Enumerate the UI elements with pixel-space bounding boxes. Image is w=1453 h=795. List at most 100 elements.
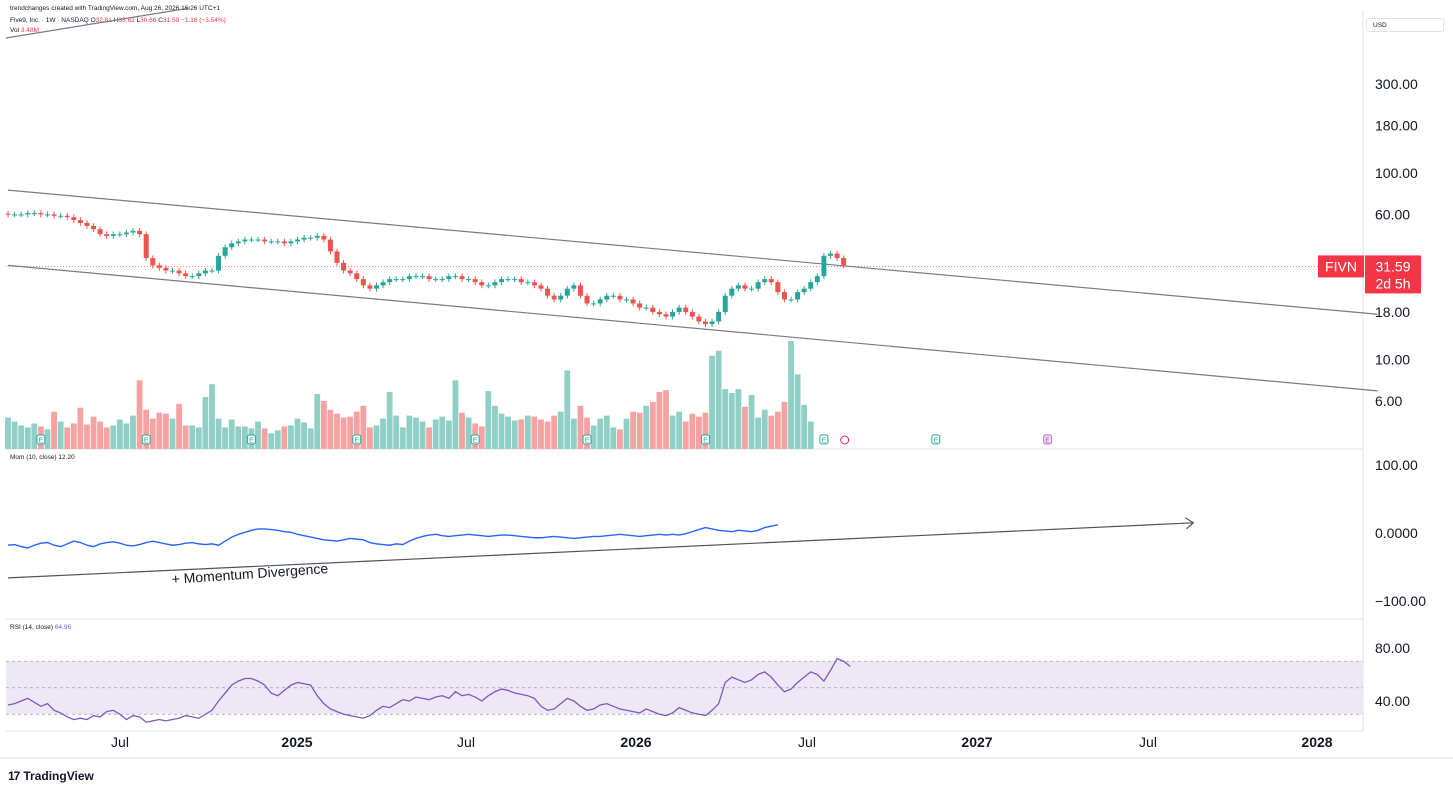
volume-bar [176, 403, 182, 449]
candle-body [275, 241, 281, 243]
price-axis-label: 300.00 [1375, 76, 1418, 92]
tradingview-mark-icon: 17 [8, 769, 20, 783]
earnings-marker-icon [246, 434, 256, 445]
volume-bar [649, 401, 656, 449]
volume-bar [281, 426, 288, 449]
volume-bar [340, 417, 347, 449]
candle-body [617, 295, 623, 300]
candle-body [400, 279, 406, 281]
earnings-marker-icon [931, 434, 941, 445]
candle-body [216, 255, 222, 271]
candle-body [676, 307, 682, 312]
candle-body [262, 239, 268, 242]
candle-body [77, 220, 83, 223]
candle-body [492, 282, 498, 286]
price-tag-value-bg [1365, 255, 1421, 294]
earnings-marker-icon [582, 434, 592, 445]
volume-bar [31, 423, 38, 449]
candle-body [512, 279, 518, 281]
candle-body [656, 311, 662, 315]
drawing-line [5, 7, 191, 39]
candle-body [702, 321, 708, 325]
candle-body [558, 295, 564, 300]
volume-bar [103, 427, 110, 449]
candle-body [571, 285, 577, 289]
volume-bar [794, 374, 801, 449]
volume-bar [498, 413, 505, 449]
candle-body [117, 234, 123, 236]
candle-body [176, 270, 182, 274]
time-axis-label: 2028 [1301, 734, 1332, 750]
volume-value: 3.48M [20, 27, 39, 34]
candle-body [545, 288, 551, 296]
currency-selector[interactable]: USD [1366, 18, 1444, 32]
volume-bar [274, 430, 281, 449]
dividend-split-icon [840, 435, 850, 445]
candle-body [242, 239, 248, 242]
volume-bar [722, 389, 729, 449]
volume-bar [715, 350, 722, 449]
candle-body [308, 237, 314, 239]
candle-body [334, 251, 340, 263]
earnings-marker-label: E [585, 438, 590, 445]
candle-body [716, 311, 722, 322]
divergence-arrow-icon [1185, 517, 1195, 530]
volume-bar [97, 421, 104, 449]
candle-body [426, 276, 432, 280]
volume-bar [136, 380, 143, 449]
trend-channel-lower [7, 264, 1378, 392]
tradingview-logo[interactable]: 17 TradingView [8, 769, 94, 783]
candle-body [821, 255, 827, 277]
price-tag-symbol: FIVN [1325, 258, 1357, 274]
candle-body [525, 282, 531, 284]
rsi-axis-label: 80.00 [1375, 640, 1410, 656]
candle-body [637, 303, 643, 308]
candle-body [472, 279, 478, 283]
time-axis-label: Jul [1139, 734, 1157, 750]
volume-bar [696, 416, 702, 449]
price-tag-value: 31.59 [1375, 258, 1410, 274]
volume-bar [748, 395, 755, 449]
volume-bar [367, 427, 373, 449]
divergence-line [7, 522, 1194, 579]
legend-volume: Vol 3.48M [10, 27, 39, 34]
volume-bar [439, 416, 446, 449]
volume-bar [570, 418, 577, 449]
volume-bar [123, 423, 130, 449]
candle-body [248, 239, 254, 241]
price-axis-label: 10.00 [1375, 352, 1410, 368]
volume-bar [577, 405, 584, 449]
candle-body [373, 285, 379, 289]
candle-body [235, 241, 241, 244]
candle-body [255, 239, 261, 241]
earnings-marker-label: E [473, 438, 478, 445]
time-axis-label: 2026 [620, 734, 651, 750]
candle-body [406, 276, 412, 280]
volume-bar [788, 341, 794, 449]
candle-body [801, 288, 807, 293]
volume-bar [51, 411, 57, 449]
time-axis-label: Jul [798, 734, 816, 750]
candle-body [413, 276, 419, 278]
candle-body [18, 214, 24, 216]
volume-bar [505, 416, 511, 449]
candle-body [202, 270, 208, 274]
volume-bar [682, 421, 689, 449]
volume-bar [320, 400, 327, 449]
volume-bar [360, 405, 367, 449]
trend-channel-upper [7, 189, 1378, 315]
earnings-marker-label: E [933, 438, 938, 445]
volume-bar [702, 412, 709, 449]
price-axis-label: 6.00 [1375, 393, 1402, 409]
rsi-axis-label: 40.00 [1375, 693, 1410, 709]
candle-body [130, 230, 136, 233]
volume-bar [195, 427, 202, 449]
candle-body [360, 279, 366, 286]
volume-bar [222, 427, 229, 449]
volume-bar [5, 417, 11, 449]
candle-body [624, 299, 630, 301]
candle-body [143, 234, 149, 259]
candle-body [393, 279, 399, 281]
candle-body [689, 311, 695, 317]
